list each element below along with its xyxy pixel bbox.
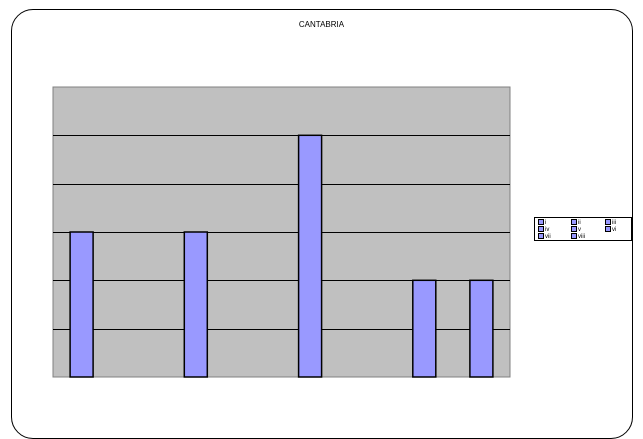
legend-swatch — [571, 226, 577, 232]
legend-item-iv: iv — [538, 226, 549, 234]
legend-label: v — [578, 227, 581, 233]
legend-item-vii: vii — [538, 233, 551, 241]
legend-label: ii — [578, 220, 581, 226]
legend-swatch — [571, 233, 577, 239]
plot-area — [52, 86, 511, 378]
legend-label: iii — [612, 220, 616, 226]
legend-swatch — [538, 226, 544, 232]
legend: i ii iii iv v vi vii viii — [534, 217, 632, 241]
legend-swatch — [605, 226, 611, 232]
legend-item-i: i — [538, 219, 546, 227]
legend-item-viii: viii — [571, 233, 585, 241]
legend-item-vi: vi — [605, 226, 616, 234]
bar-i — [69, 231, 94, 378]
legend-label: i — [545, 220, 547, 226]
legend-swatch — [538, 233, 544, 239]
legend-swatch — [605, 219, 611, 225]
legend-item-v: v — [571, 226, 581, 234]
legend-swatch — [538, 219, 544, 225]
legend-item-ii: ii — [571, 219, 581, 227]
legend-item-iii: iii — [605, 219, 616, 227]
bar-viii — [469, 279, 494, 378]
bar-v — [297, 134, 323, 378]
legend-label: vii — [545, 234, 551, 240]
bar-iii — [183, 231, 209, 378]
legend-label: viii — [578, 234, 585, 240]
legend-swatch — [571, 219, 577, 225]
chart-title: CANTABRIA — [298, 20, 345, 29]
bar-vii — [412, 279, 437, 378]
legend-label: vi — [612, 227, 617, 233]
legend-label: iv — [545, 227, 550, 233]
